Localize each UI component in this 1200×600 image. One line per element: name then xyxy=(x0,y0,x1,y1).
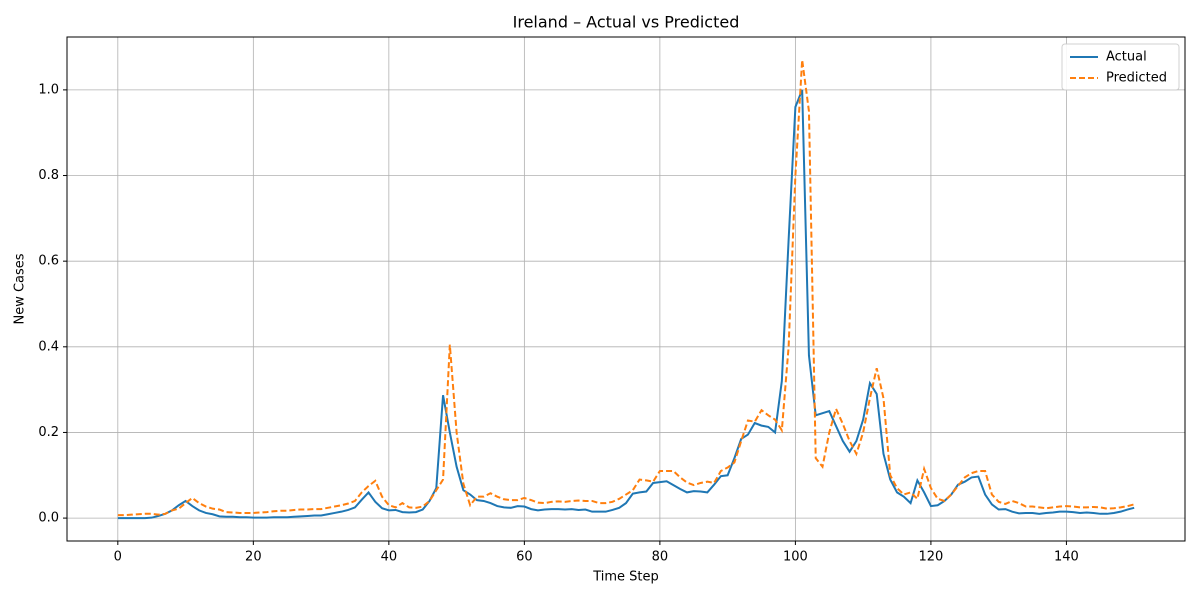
legend-label: Actual xyxy=(1106,50,1147,65)
y-tick-label: 0.6 xyxy=(38,254,59,269)
series-line xyxy=(117,89,1135,520)
y-axis-label: New Cases xyxy=(13,253,28,324)
y-tick-label: 0.4 xyxy=(38,339,59,354)
x-tick-label: 40 xyxy=(381,550,398,565)
x-tick-label: 120 xyxy=(918,550,943,565)
y-tick-label: 0.0 xyxy=(38,511,59,526)
y-tick-label: 1.0 xyxy=(38,82,59,97)
chart-title: Ireland – Actual vs Predicted xyxy=(513,13,740,32)
y-tick-label: 0.2 xyxy=(38,425,59,440)
x-tick-label: 140 xyxy=(1054,550,1079,565)
series-line xyxy=(117,59,1135,517)
y-tick-label: 0.8 xyxy=(38,168,59,183)
x-tick-label: 100 xyxy=(783,550,808,565)
x-tick-label: 0 xyxy=(114,550,122,565)
legend-label: Predicted xyxy=(1106,71,1167,86)
x-tick-label: 60 xyxy=(516,550,533,565)
x-tick-label: 80 xyxy=(652,550,669,565)
plot-frame xyxy=(66,36,1186,542)
x-axis-label: Time Step xyxy=(592,570,659,585)
x-tick-label: 20 xyxy=(245,550,262,565)
